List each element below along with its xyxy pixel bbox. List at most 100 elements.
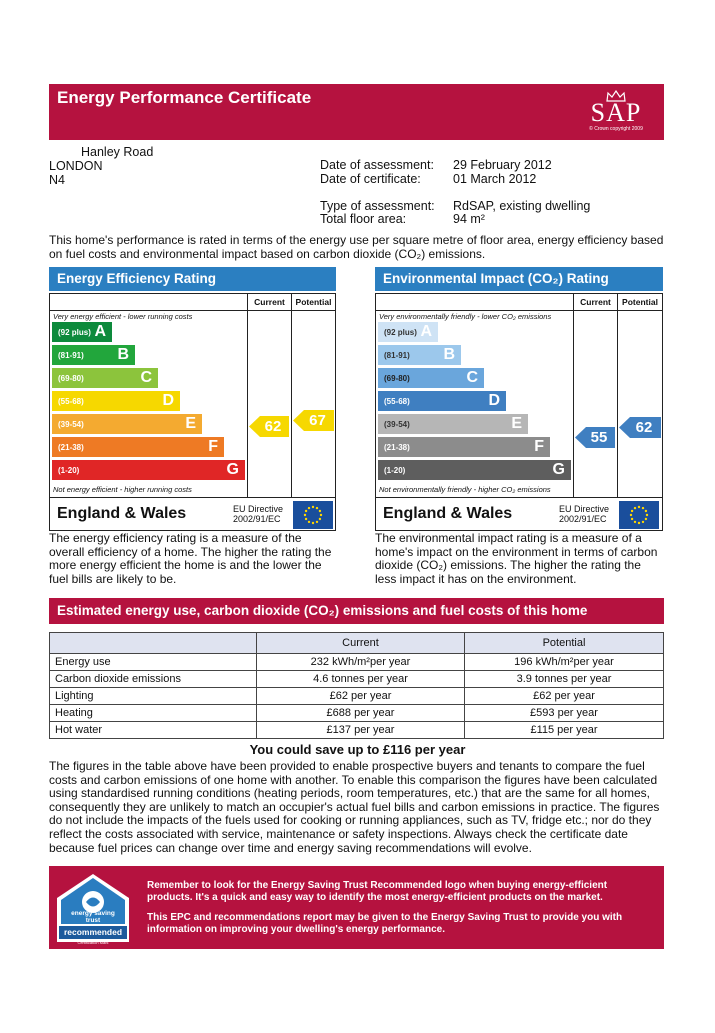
floor-area-value: 94 m² (453, 212, 485, 226)
row-label: Carbon dioxide emissions (49, 670, 257, 688)
costs-header-current: Current (256, 632, 465, 654)
table-row: Energy use 232 kWh/m²per year 196 kWh/m²pe… (49, 653, 664, 671)
costs-header-blank (49, 632, 257, 654)
row-label: Energy use (49, 653, 257, 671)
footer-banner: energy saving trust recommended Certific… (49, 866, 664, 949)
energy-potential-arrow: 67 (293, 410, 334, 431)
energy-saving-trust-logo: energy saving trust recommended Certific… (55, 872, 131, 945)
costs-title: Estimated energy use, carbon dioxide (CO… (49, 598, 664, 624)
env-band-f: (21-38) F (378, 437, 550, 457)
env-directive: EU Directive 2002/91/EC (559, 504, 609, 524)
table-row: Lighting £62 per year £62 per year (49, 687, 664, 705)
assessment-date-value: 29 February 2012 (453, 158, 552, 172)
env-band-b: (81-91) B (378, 345, 461, 365)
energy-rating-title: Energy Efficiency Rating (49, 267, 336, 291)
eu-flag-icon (293, 501, 333, 529)
table-row: Hot water £137 per year £115 per year (49, 721, 664, 739)
intro-text: This home's performance is rated in term… (49, 233, 664, 261)
energy-band-c: (69-80) C (52, 368, 158, 388)
energy-rating-panel: Energy Efficiency Rating Current Potenti… (49, 267, 336, 531)
energy-directive-label: EU Directive (233, 504, 284, 514)
crown-icon (606, 90, 626, 102)
env-band-g: (1-20) G (378, 460, 571, 480)
env-band-e: (39-54) E (378, 414, 528, 434)
est-logo-top-text: energy saving trust (71, 910, 115, 924)
assessment-type-label: Type of assessment: (320, 199, 435, 213)
row-current: 4.6 tonnes per year (256, 670, 465, 688)
footer-paragraph-2: This EPC and recommendations report may … (147, 912, 623, 935)
costs-header-potential: Potential (464, 632, 664, 654)
table-row: Heating £688 per year £593 per year (49, 704, 664, 722)
floor-area-label: Total floor area: (320, 212, 407, 226)
row-label: Lighting (49, 687, 257, 705)
energy-region: England & Wales (57, 505, 187, 522)
energy-band-d: (55-68) D (52, 391, 180, 411)
energy-directive-number: 2002/91/EC (233, 514, 281, 524)
energy-band-g: (1-20) G (52, 460, 245, 480)
env-bands: (92 plus) A (81-91) B (69-80) C (55-68) D (3… (378, 322, 571, 480)
table-row: Carbon dioxide emissions 4.6 tonnes per y… (49, 670, 664, 688)
env-band-a: (92 plus) A (378, 322, 438, 342)
env-top-note: Very environmentally friendly - lower CO… (379, 312, 552, 321)
address-block: Hanley Road LONDON N4 (49, 145, 153, 187)
env-col-current: Current (580, 297, 611, 307)
row-current: £137 per year (256, 721, 465, 739)
env-rating-panel: Environmental Impact (CO₂) Rating Curren… (375, 267, 663, 531)
address-line-1: Hanley Road (81, 145, 154, 159)
sap-logo: SAP © Crown copyright 2009 (576, 90, 656, 134)
energy-saving-trust-icon (57, 874, 129, 942)
est-logo-small-text: Certification Mark (77, 940, 109, 945)
energy-top-note: Very energy efficient - lower running co… (53, 312, 193, 321)
header-bar: Energy Performance Certificate SAP © Cro… (49, 84, 664, 140)
env-current-arrow: 55 (575, 427, 615, 448)
env-description: The environmental impact rating is a mea… (375, 531, 658, 586)
address-line-3: N4 (49, 173, 65, 187)
address-line-2: LONDON (49, 159, 103, 173)
energy-band-b: (81-91) B (52, 345, 135, 365)
energy-current-arrow: 62 (249, 416, 289, 437)
row-current: 232 kWh/m²per year (256, 653, 465, 671)
assessment-date-label: Date of assessment: (320, 158, 434, 172)
energy-band-a: (92 plus) A (52, 322, 112, 342)
energy-bands: (92 plus) A (81-91) B (69-80) C (55-68) D (3… (52, 322, 245, 480)
env-region: England & Wales (383, 505, 513, 522)
env-bottom-note: Not environmentally friendly - higher CO… (379, 485, 551, 494)
footer-paragraph-1: Remember to look for the Energy Saving T… (147, 880, 608, 903)
energy-bottom-note: Not energy efficient - higher running co… (53, 485, 192, 494)
env-rating-title: Environmental Impact (CO₂) Rating (375, 267, 663, 291)
row-potential: £593 per year (464, 704, 664, 722)
energy-col-current: Current (254, 297, 285, 307)
row-current: £62 per year (256, 687, 465, 705)
env-potential-arrow: 62 (619, 417, 661, 438)
energy-col-potential: Potential (295, 297, 332, 307)
row-potential: £115 per year (464, 721, 664, 739)
eu-flag-icon (619, 501, 659, 529)
savings-summary: You could save up to £116 per year (249, 742, 466, 757)
env-directive-number: 2002/91/EC (559, 514, 607, 524)
sap-copyright: © Crown copyright 2009 (589, 126, 643, 132)
sap-logo-text: SAP (590, 98, 642, 127)
certificate-date-label: Date of certificate: (320, 172, 421, 186)
env-col-potential: Potential (622, 297, 658, 307)
footer-text: Remember to look for the Energy Saving T… (147, 880, 652, 935)
env-band-d: (55-68) D (378, 391, 506, 411)
energy-band-f: (21-38) F (52, 437, 224, 457)
env-band-c: (69-80) C (378, 368, 484, 388)
row-potential: 3.9 tonnes per year (464, 670, 664, 688)
costs-table: Current Potential Energy use 232 kWh/m²pe… (49, 632, 664, 739)
energy-band-e: (39-54) E (52, 414, 202, 434)
page-title: Energy Performance Certificate (57, 88, 312, 107)
est-logo-bottom-text: recommended (63, 927, 123, 937)
row-potential: £62 per year (464, 687, 664, 705)
energy-directive: EU Directive 2002/91/EC (233, 504, 283, 524)
row-potential: 196 kWh/m²per year (464, 653, 664, 671)
costs-header-row: Current Potential (49, 632, 664, 654)
row-label: Hot water (49, 721, 257, 739)
row-current: £688 per year (256, 704, 465, 722)
certificate-date-value: 01 March 2012 (453, 172, 537, 186)
env-directive-label: EU Directive (559, 504, 610, 514)
explanation-text: The figures in the table above have been… (49, 759, 660, 855)
energy-description: The energy efficiency rating is a measur… (49, 531, 332, 586)
row-label: Heating (49, 704, 257, 722)
assessment-type-value: RdSAP, existing dwelling (453, 199, 591, 213)
